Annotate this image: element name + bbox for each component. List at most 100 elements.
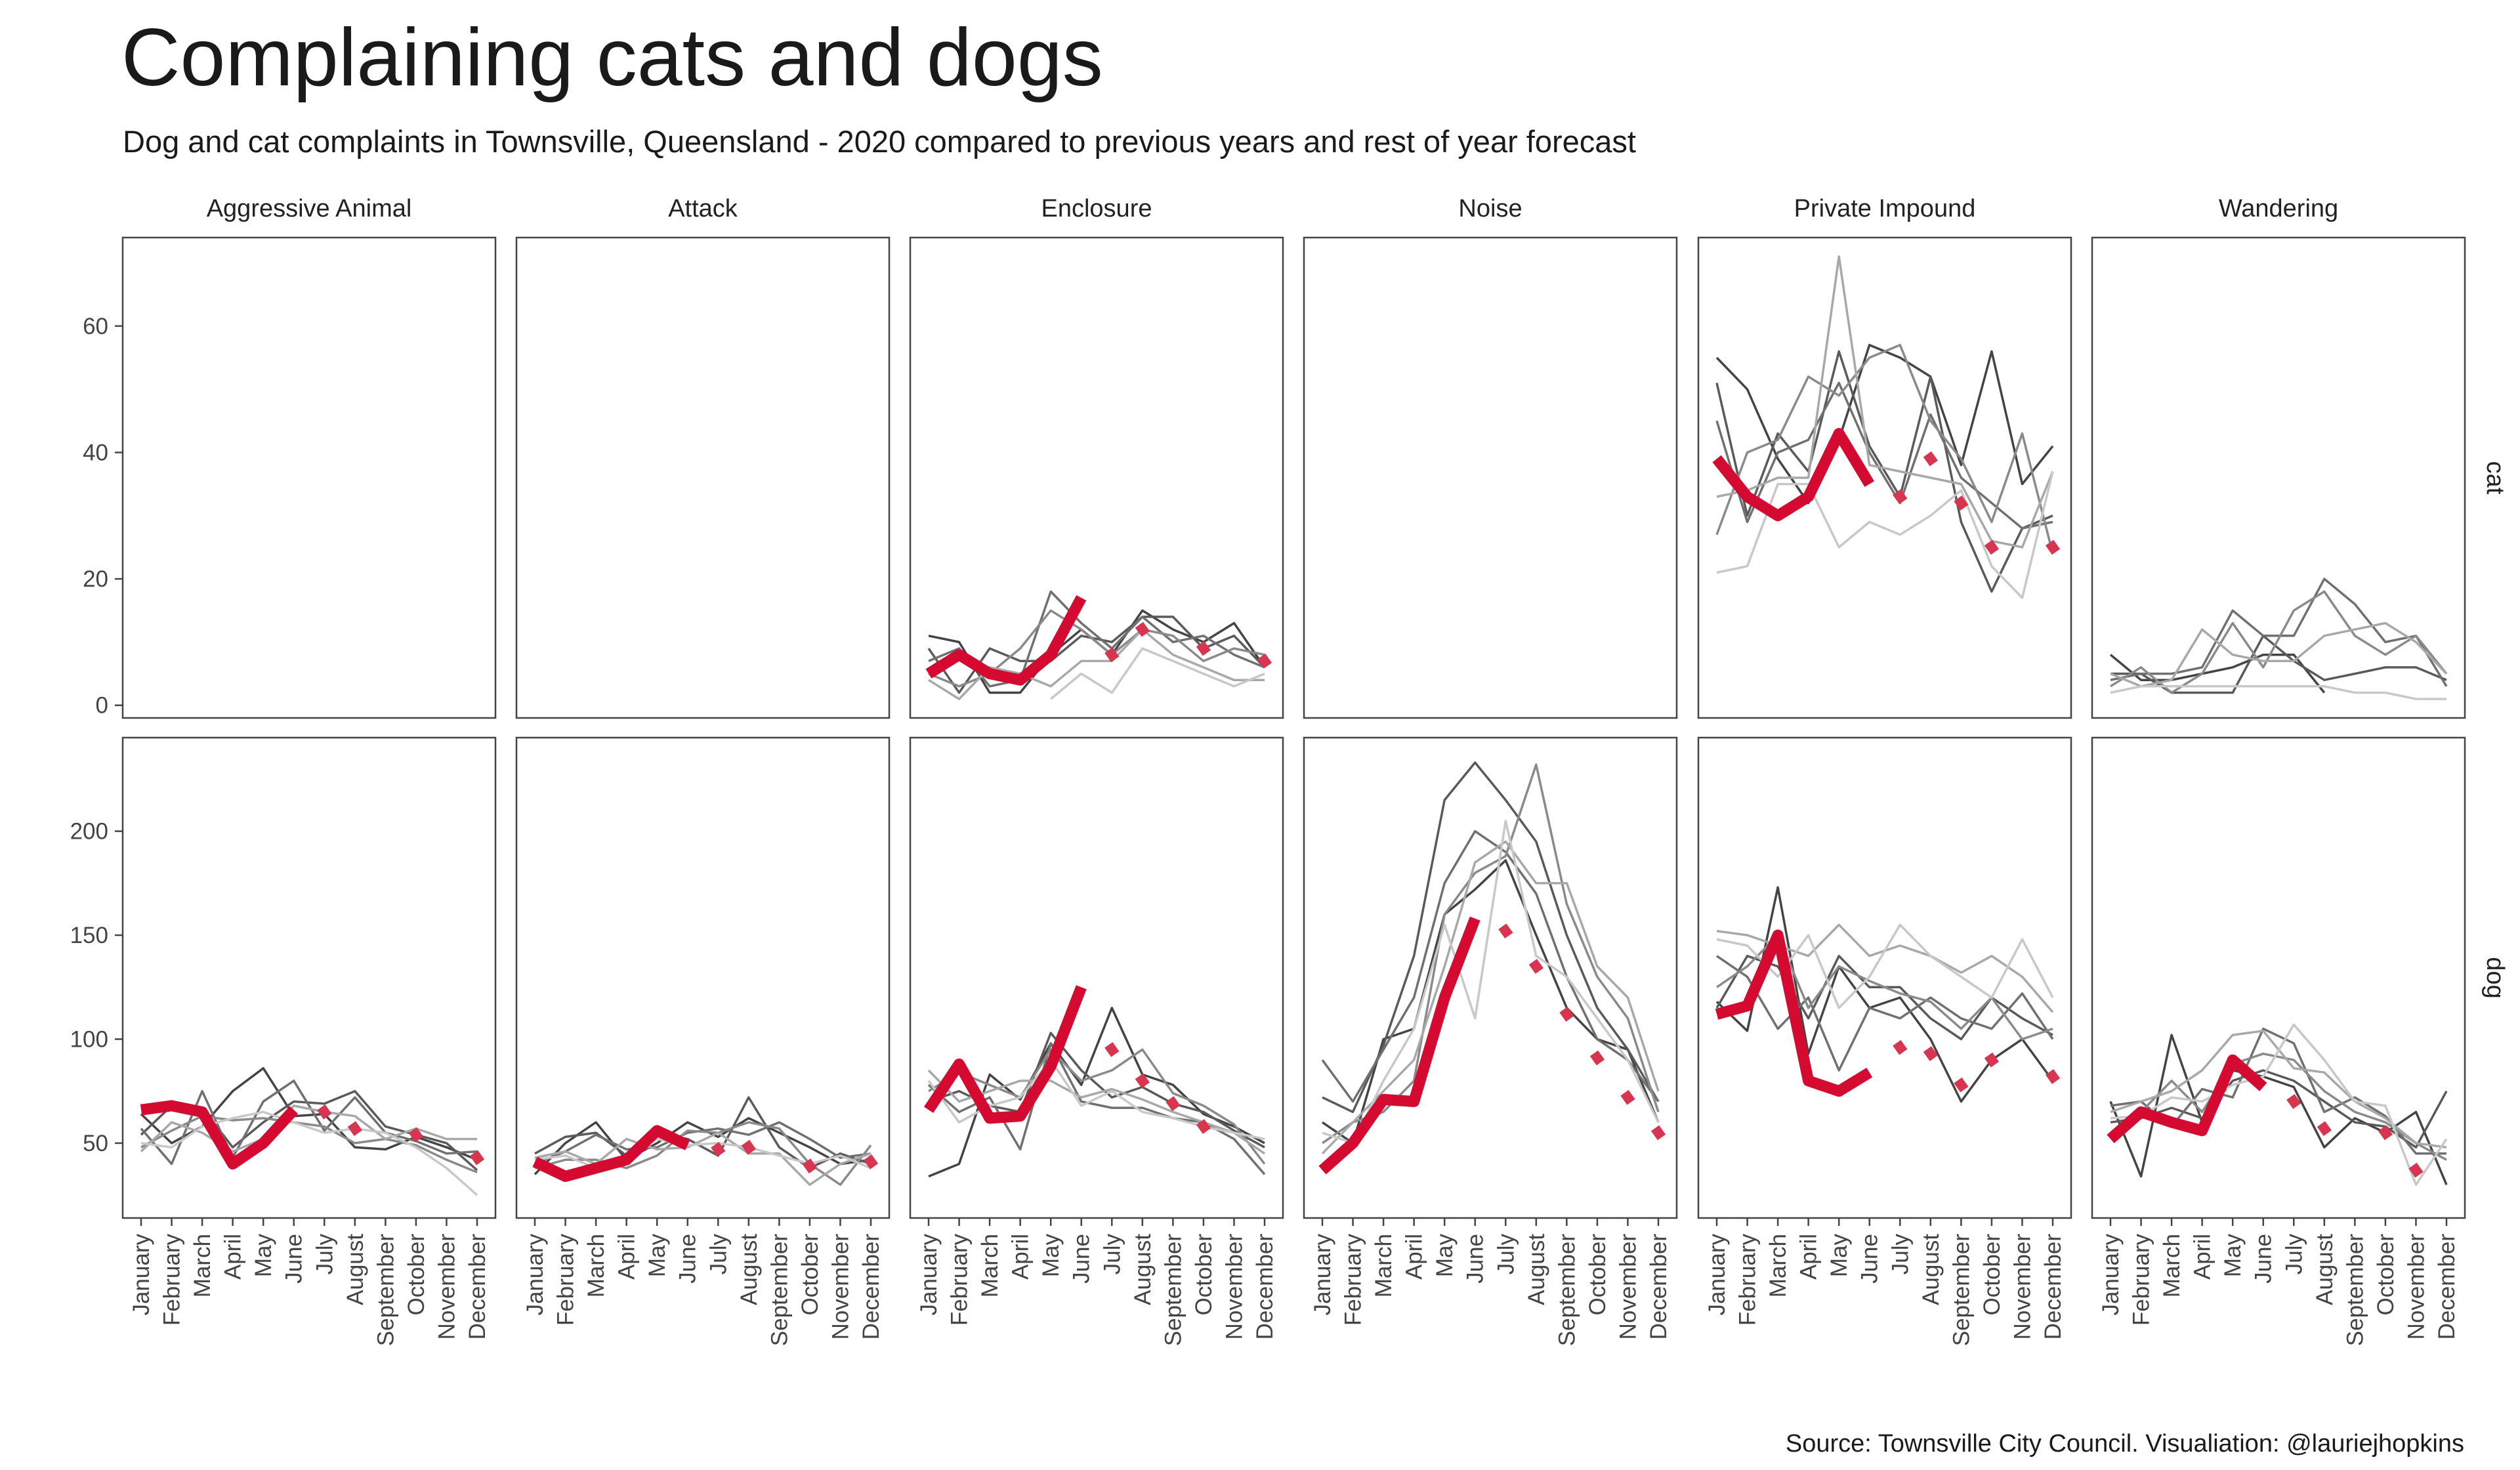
x-tick-label-december: December [465, 1234, 490, 1340]
panel-attack-cat [515, 236, 891, 719]
x-tick-label-january: January [1704, 1234, 1730, 1316]
x-tick-label-july: July [1887, 1234, 1913, 1275]
y-tick-label: 200 [70, 819, 108, 845]
history-line [2110, 578, 2448, 687]
x-tick-label-december: December [2434, 1234, 2460, 1340]
row-label-dog: dog [2481, 957, 2509, 998]
y-tick-label: 20 [83, 566, 108, 592]
x-tick-label-august: August [1130, 1234, 1156, 1305]
panel-frame [121, 236, 497, 719]
x-tick-label-july: July [705, 1234, 731, 1275]
x-tick-label-october: October [2373, 1234, 2399, 1316]
x-tick-label-february: February [2129, 1234, 2154, 1326]
history-line [534, 1131, 872, 1186]
x-tick-label-may: May [1038, 1234, 1064, 1278]
x-tick-label-april: April [2190, 1234, 2216, 1280]
history-line [140, 1080, 478, 1166]
x-tick-label-april: April [1008, 1234, 1034, 1280]
x-tick-label-july: July [2281, 1234, 2307, 1275]
panel-attack-dog [515, 736, 891, 1219]
forecast-mark [863, 1154, 879, 1169]
forecast-mark [1166, 1096, 1181, 1112]
x-tick-label-march: March [1765, 1234, 1791, 1297]
forecast-mark [1893, 1040, 1908, 1055]
chart-caption: Source: Townsville City Council. Visuali… [1786, 1430, 2464, 1458]
x-tick-label-june: June [675, 1234, 701, 1284]
x-tick-label-october: October [797, 1234, 823, 1316]
strip-label-noise: Noise [1458, 195, 1522, 222]
forecast-mark [1135, 621, 1150, 637]
x-tick-label-january: January [129, 1234, 154, 1316]
x-tick-label-march: March [1371, 1234, 1396, 1297]
panel-noise-dog [1303, 736, 1678, 1219]
panel-enclosure-cat [909, 236, 1284, 719]
x-tick-label-february: February [553, 1234, 579, 1326]
panel-frame [515, 236, 891, 719]
strip-label-attack: Attack [668, 195, 738, 222]
history-line [2109, 653, 2326, 694]
panel-wandering-dog [2091, 736, 2466, 1219]
x-tick-label-october: October [404, 1234, 429, 1316]
x-tick-label-december: December [1646, 1234, 1671, 1340]
y-tick-label: 0 [96, 693, 108, 719]
x-tick-label-april: April [220, 1234, 246, 1280]
history-line [928, 1048, 1266, 1165]
x-tick-label-november: November [1221, 1234, 1247, 1340]
history-line [1321, 840, 1660, 1155]
forecast-mark [1923, 451, 1938, 467]
panel-aggressive-animal-dog [121, 736, 497, 1219]
x-tick-label-october: October [1979, 1234, 2005, 1316]
x-tick-label-august: August [2312, 1234, 2338, 1305]
history-line [1716, 471, 2054, 599]
forecast-mark [1893, 489, 1908, 505]
forecast-mark [1650, 1125, 1666, 1141]
x-tick-label-september: September [2342, 1234, 2368, 1347]
y-tick-label: 150 [70, 923, 108, 948]
forecast-mark [2286, 1094, 2301, 1109]
x-tick-label-march: March [2159, 1234, 2185, 1297]
y-tick-label: 60 [83, 314, 108, 339]
forecast-mark [1104, 1041, 1120, 1057]
x-tick-label-august: August [343, 1234, 368, 1305]
panel-frame [515, 736, 891, 1219]
x-tick-label-september: September [373, 1234, 398, 1347]
history-line [2110, 1052, 2447, 1161]
x-tick-label-june: June [1463, 1234, 1488, 1284]
x-tick-label-august: August [736, 1234, 762, 1305]
forecast-mark [1923, 1046, 1938, 1062]
x-tick-label-october: October [1585, 1234, 1610, 1316]
forecast-mark [1620, 1089, 1635, 1105]
forecast-mark [2045, 1069, 2061, 1084]
x-tick-label-november: November [434, 1234, 459, 1340]
x-tick-label-april: April [614, 1234, 640, 1280]
panel-private-impound-dog [1697, 736, 2072, 1219]
x-tick-label-march: March [583, 1234, 609, 1297]
history-line [1715, 343, 2054, 555]
x-tick-label-july: July [1099, 1234, 1125, 1275]
x-tick-label-june: June [1069, 1234, 1095, 1284]
x-tick-label-january: January [916, 1234, 942, 1316]
forecast-mark [469, 1150, 485, 1166]
forecast-mark [347, 1121, 362, 1137]
y-tick-label: 100 [70, 1026, 108, 1052]
x-tick-label-december: December [1252, 1234, 1278, 1340]
forecast-mark [1954, 1077, 1969, 1093]
x-tick-label-december: December [2040, 1234, 2066, 1340]
x-tick-label-may: May [1826, 1234, 1852, 1278]
x-tick-label-september: September [1948, 1234, 1974, 1347]
history-line [1321, 830, 1660, 1103]
panel-frame [909, 736, 1284, 1219]
history-line [1715, 886, 2054, 1103]
history-line [1716, 255, 2054, 549]
panel-private-impound-cat [1697, 236, 2072, 719]
history-line [1322, 820, 1660, 1144]
history-line [1716, 955, 2054, 1072]
history-line [1716, 923, 2054, 1009]
panel-frame [1303, 736, 1678, 1219]
forecast-mark [317, 1104, 332, 1120]
current-year-line [923, 985, 1087, 1124]
x-tick-label-october: October [1191, 1234, 1217, 1316]
forecast-mark [2378, 1125, 2393, 1141]
panel-noise-cat [1303, 236, 1678, 719]
